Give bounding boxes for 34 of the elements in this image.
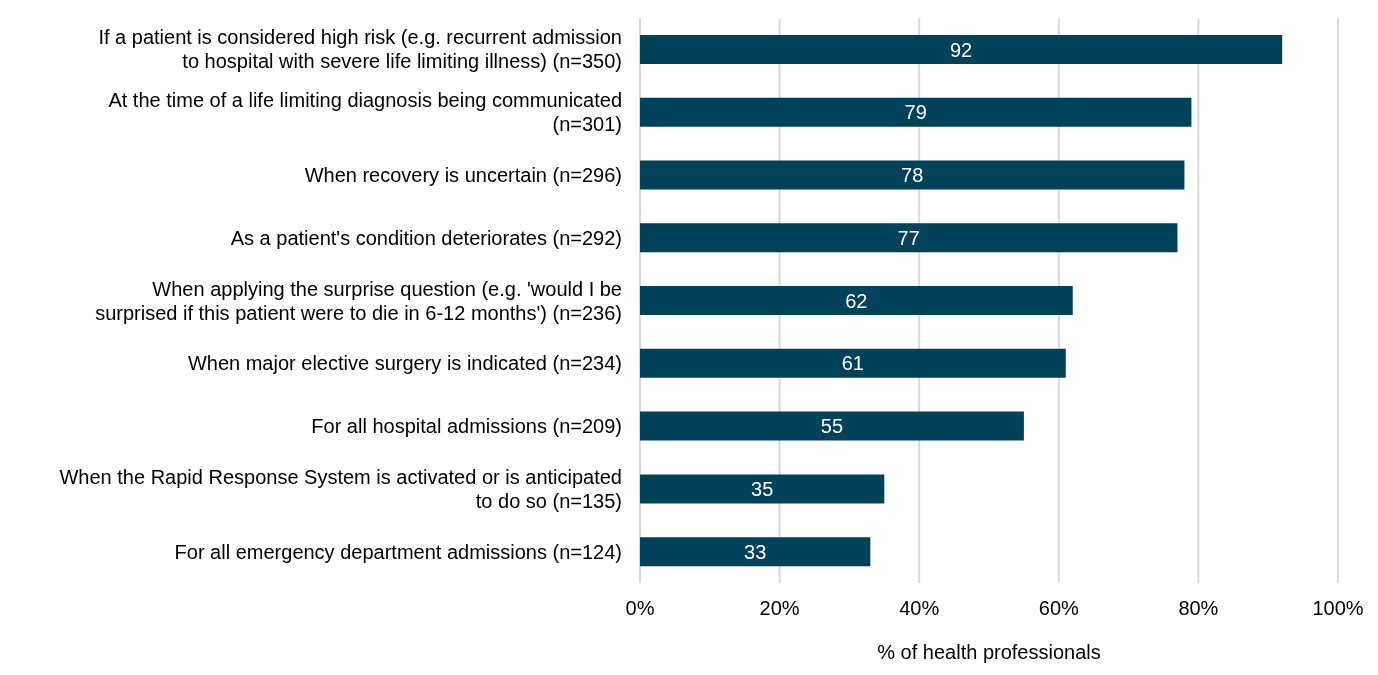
y-tick-label: When the Rapid Response System is activated or is anticipated to do so (n=135) bbox=[59, 465, 622, 512]
data-label: 79 bbox=[904, 101, 927, 124]
data-label: 61 bbox=[841, 352, 865, 375]
x-tick-label: 60% bbox=[1038, 597, 1080, 620]
data-label: 55 bbox=[820, 415, 844, 438]
bar bbox=[640, 97, 1192, 127]
data-label: 62 bbox=[845, 289, 868, 312]
bar bbox=[640, 160, 1185, 190]
data-label: 78 bbox=[901, 164, 924, 187]
x-tick-label: 80% bbox=[1178, 597, 1219, 620]
y-tick-label: For all emergency department admissions (n=124) bbox=[174, 540, 622, 563]
y-tick-label: For all hospital admissions (n=209) bbox=[311, 415, 622, 438]
bar bbox=[640, 411, 1024, 441]
x-tick-label: 100% bbox=[1312, 597, 1364, 620]
y-tick-label: If a patient is considered high risk (e.g. recurrent admission to hospital with severe life limiting illness) (n=350) bbox=[98, 26, 622, 73]
data-label: 35 bbox=[751, 477, 774, 500]
bar bbox=[640, 223, 1178, 253]
y-tick-label: At the time of a life limiting diagnosis being communicated (n=301) bbox=[108, 89, 622, 136]
bar bbox=[640, 348, 1066, 378]
y-tick-label: When applying the surprise question (e.g. 'would I be surprised if this patient were to die in 6-12 months') (n=236) bbox=[95, 277, 622, 324]
bar bbox=[640, 474, 885, 504]
x-tick-label: 0% bbox=[625, 597, 655, 620]
y-tick-label: When recovery is uncertain (n=296) bbox=[304, 163, 622, 186]
bar bbox=[640, 537, 871, 567]
data-label: 77 bbox=[897, 226, 920, 249]
data-label: 33 bbox=[744, 540, 767, 563]
x-tick-label: 20% bbox=[759, 597, 800, 620]
y-tick-label: As a patient's condition deteriorates (n=292) bbox=[230, 226, 622, 249]
data-label: 92 bbox=[949, 38, 973, 61]
x-axis-title: % of health professionals bbox=[877, 641, 1101, 663]
x-tick-label: 40% bbox=[899, 597, 940, 620]
bar bbox=[640, 286, 1073, 316]
y-tick-label: When major elective surgery is indicated (n=234) bbox=[187, 352, 622, 375]
bar bbox=[640, 34, 1283, 64]
